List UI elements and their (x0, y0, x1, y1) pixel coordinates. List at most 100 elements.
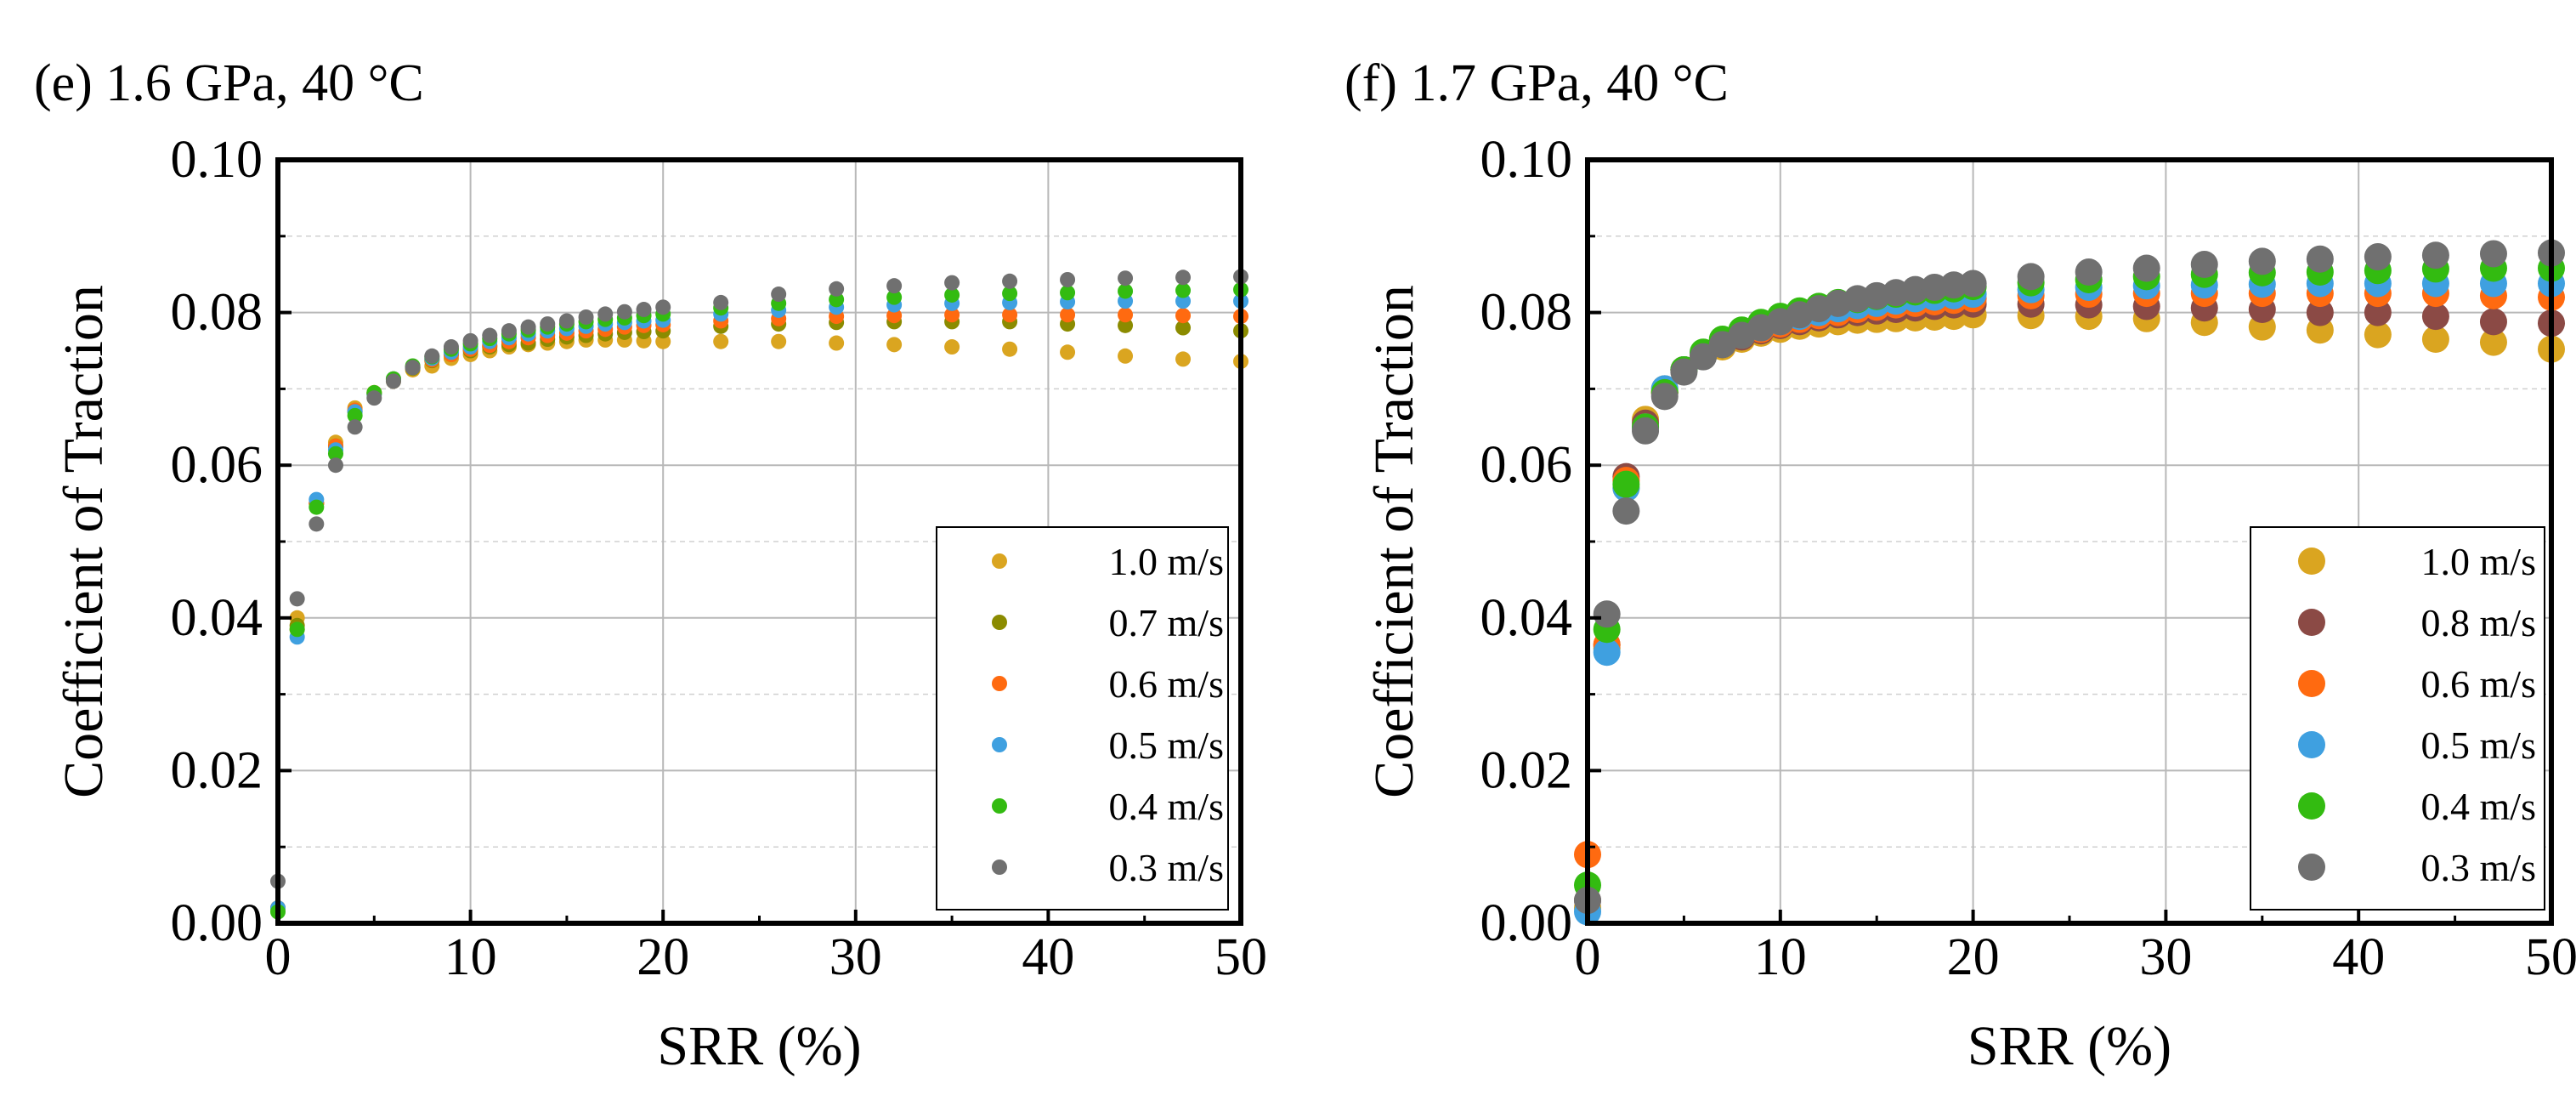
legend-marker (992, 860, 1007, 875)
data-point (1670, 358, 1698, 386)
y-tick-label: 0.10 (1480, 131, 1573, 189)
data-point (1060, 285, 1076, 301)
data-point (1002, 286, 1018, 302)
x-tick-label: 0 (1575, 928, 1601, 986)
data-point (713, 333, 729, 349)
data-point (1060, 271, 1076, 287)
y-tick-label: 0.08 (171, 284, 263, 342)
data-point (1612, 470, 1640, 498)
data-point (829, 281, 845, 297)
data-point (616, 304, 632, 320)
series-0-3-m-s (1574, 239, 2565, 915)
data-point (655, 299, 671, 315)
x-axis-label: SRR (%) (657, 1015, 861, 1077)
data-point (2306, 298, 2334, 326)
data-point (424, 348, 440, 364)
data-point (1002, 307, 1018, 323)
data-point (1959, 269, 1987, 298)
data-point (347, 419, 363, 435)
x-tick-label: 50 (2525, 928, 2576, 986)
data-point (1593, 600, 1621, 628)
data-point (2364, 321, 2392, 349)
y-tick-label: 0.00 (171, 894, 263, 952)
legend-label: 0.8 m/s (2421, 601, 2536, 644)
legend-marker (992, 615, 1007, 630)
data-point (2364, 243, 2392, 271)
legend-box (2250, 526, 2545, 911)
data-point (482, 327, 498, 343)
data-point (2421, 326, 2449, 354)
x-tick-label: 40 (1022, 928, 1074, 986)
legend-label: 0.7 m/s (1109, 601, 1224, 644)
y-axis-label: Coefficient of Traction (1363, 285, 1425, 798)
legend-label: 0.3 m/s (1109, 846, 1224, 889)
data-point (2421, 241, 2449, 269)
data-point (829, 335, 845, 351)
data-point (289, 591, 305, 607)
legend-label: 0.5 m/s (2421, 723, 2536, 767)
data-point (462, 332, 478, 349)
legend-marker (2298, 731, 2325, 758)
x-tick-label: 10 (1754, 928, 1807, 986)
data-point (501, 323, 517, 339)
x-tick-label: 20 (1947, 928, 2000, 986)
data-point (655, 333, 671, 349)
x-tick-label: 30 (829, 928, 882, 986)
data-point (1060, 307, 1076, 323)
chart-panel-f: (f) 1.7 GPa, 40 °C 0 10 20 30 40 50 0.00 0.02 0.0… (1345, 54, 2576, 1077)
data-point (1593, 638, 1621, 667)
data-point (771, 333, 787, 349)
x-tick-label: 50 (1214, 928, 1267, 986)
data-point (2132, 254, 2160, 282)
data-point (886, 289, 903, 305)
data-point (1175, 282, 1192, 298)
legend-marker (2298, 792, 2325, 820)
data-point (1612, 497, 1640, 525)
data-point (1002, 341, 1018, 357)
data-point (886, 337, 903, 353)
panel-title: (f) 1.7 GPa, 40 °C (1345, 54, 1729, 112)
legend-marker (2298, 548, 2325, 575)
data-point (327, 445, 343, 462)
data-point (1118, 270, 1134, 287)
legend-marker (2298, 670, 2325, 697)
data-point (309, 499, 325, 515)
y-tick-label: 0.02 (171, 741, 263, 799)
x-tick-label: 10 (444, 928, 497, 986)
data-point (636, 302, 652, 318)
y-tick-label: 0.08 (1480, 284, 1573, 342)
data-point (771, 287, 787, 303)
legend-marker (992, 676, 1007, 691)
legend-label: 1.0 m/s (1109, 540, 1224, 583)
x-tick-label: 0 (265, 928, 292, 986)
data-point (597, 306, 614, 322)
legend-marker (992, 798, 1007, 814)
legend-marker (2298, 609, 2325, 636)
data-point (944, 275, 960, 291)
data-point (2017, 263, 2045, 291)
data-point (558, 313, 575, 329)
legend-box (936, 526, 1229, 911)
y-tick-label: 0.04 (171, 589, 263, 647)
y-tick-label: 0.06 (171, 436, 263, 494)
data-point (944, 339, 960, 355)
data-point (1175, 320, 1192, 336)
data-point (829, 292, 845, 308)
legend-label: 0.5 m/s (1109, 723, 1224, 767)
legend-label: 0.3 m/s (2421, 846, 2536, 889)
legend-marker (992, 737, 1007, 752)
data-point (1175, 293, 1192, 309)
legend-label: 0.6 m/s (2421, 662, 2536, 706)
legend: 1.0 m/s 0.8 m/s 0.6 m/s 0.5 m/s 0.4 m/s 0.3 m… (2250, 526, 2545, 911)
data-point (1060, 344, 1076, 360)
data-point (1632, 417, 1660, 445)
y-tick-label: 0.02 (1480, 741, 1573, 799)
data-point (2364, 298, 2392, 326)
x-tick-label: 30 (2139, 928, 2192, 986)
data-point (327, 457, 343, 474)
data-point (2479, 328, 2507, 356)
data-point (1118, 348, 1134, 364)
data-point (2190, 251, 2218, 279)
data-point (309, 516, 325, 532)
